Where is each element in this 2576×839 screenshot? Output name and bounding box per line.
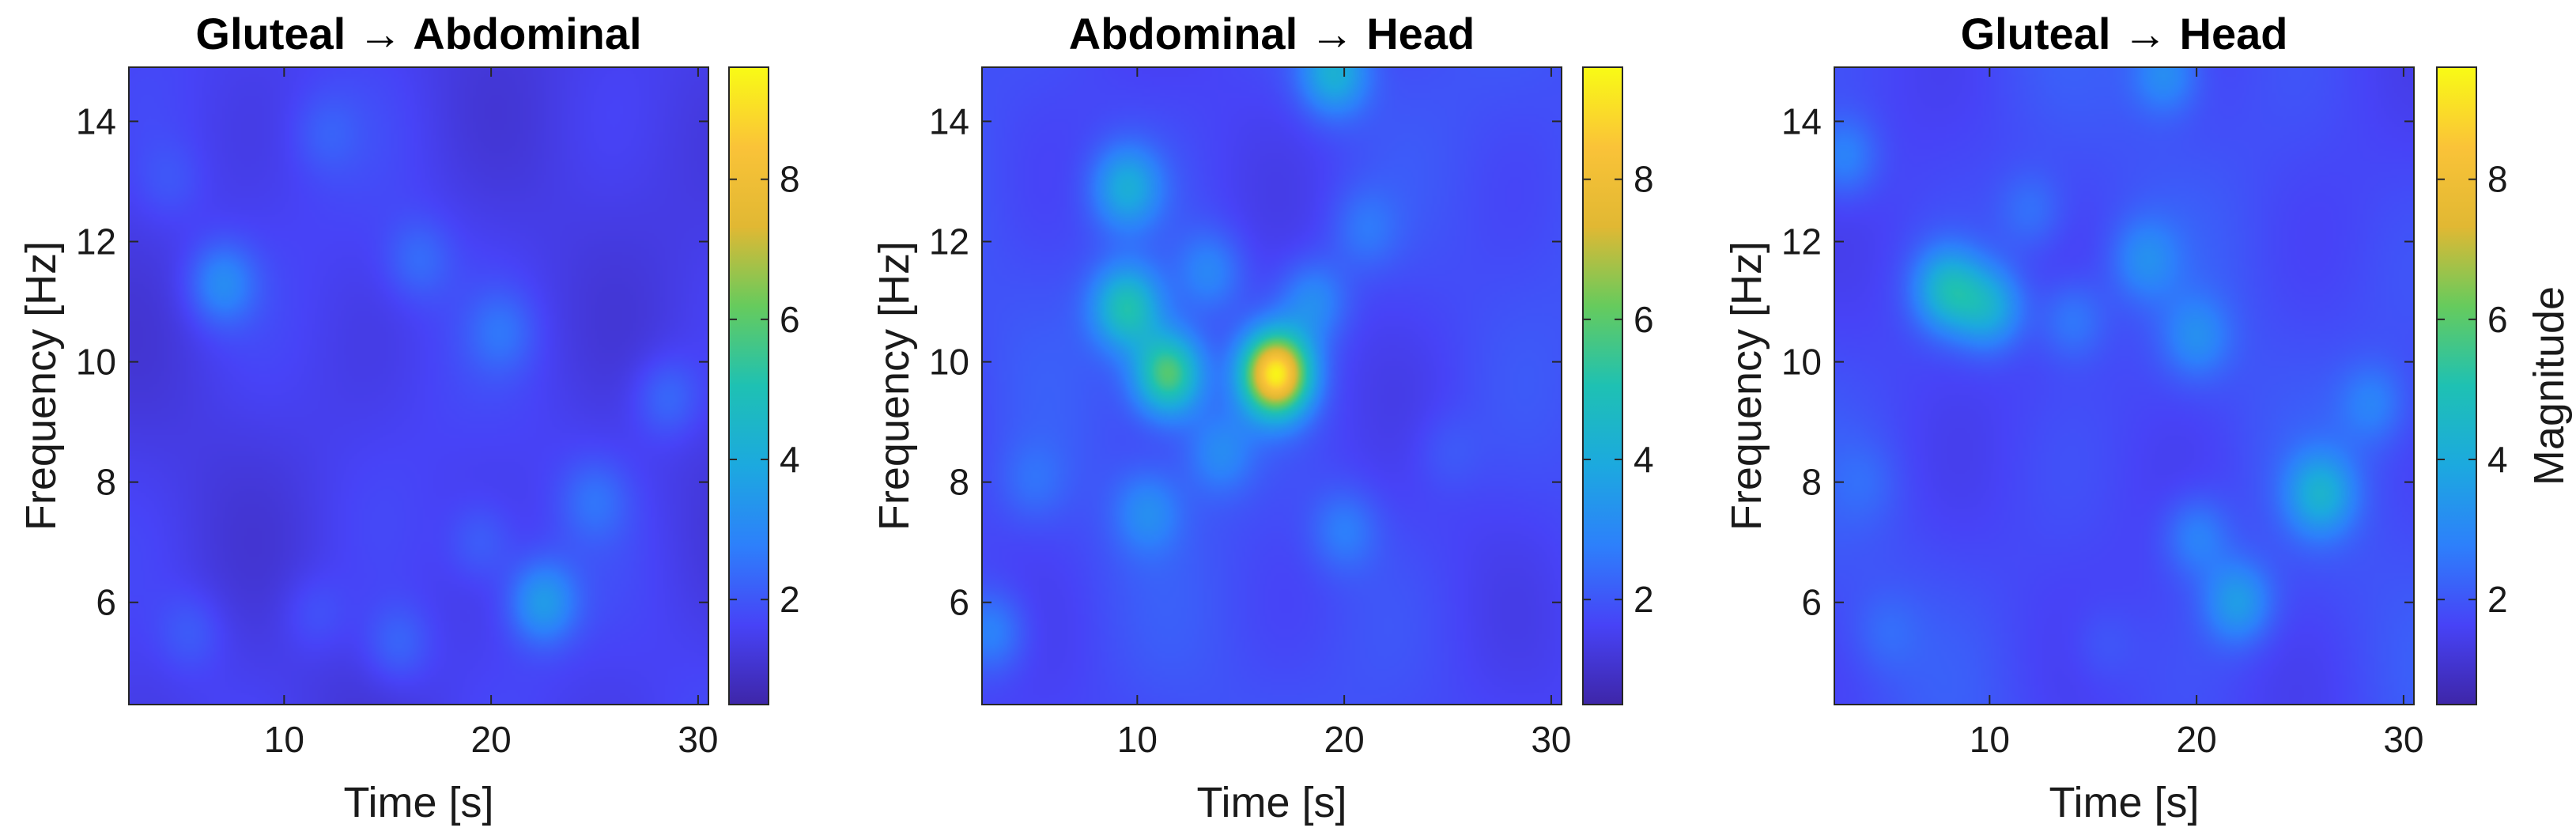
x-tick-label: 20 — [1324, 719, 1365, 760]
x-axis-label: Time [s] — [1196, 779, 1347, 826]
panel-3: 10 20 30 6 8 10 12 14 Gluteal → Head Time [s] Freq… — [1723, 9, 2573, 826]
colorbar-tick-label: 2 — [780, 579, 800, 620]
y-tick-label: 10 — [929, 342, 969, 383]
heatmap-image — [1834, 67, 2414, 705]
x-axis-label: Time [s] — [343, 779, 493, 826]
colorbar-gradient — [1582, 66, 1623, 705]
colorbar: 2 4 6 8 — [728, 66, 800, 705]
colorbar: 2 4 6 8 — [1582, 66, 1654, 705]
colorbar-tick-label: 6 — [780, 299, 800, 340]
colorbar-tick-label: 6 — [2487, 299, 2508, 340]
y-axis-label: Frequency [Hz] — [17, 241, 65, 531]
colorbar-gradient — [2436, 66, 2477, 705]
colorbar-tick-label: 4 — [780, 439, 800, 480]
x-tick-label: 20 — [2177, 719, 2217, 760]
y-tick-label: 14 — [76, 100, 116, 142]
chart-title: Gluteal → Head — [1961, 9, 2288, 59]
x-tick-label: 20 — [471, 719, 512, 760]
x-tick-label: 30 — [1531, 719, 1571, 760]
y-tick-label: 8 — [96, 462, 116, 503]
y-tick-label: 6 — [96, 582, 116, 623]
heatmap-image — [982, 67, 1562, 705]
y-axis-label: Frequency [Hz] — [1723, 241, 1770, 531]
axes-frame — [981, 66, 1562, 705]
colorbar-tick-label: 6 — [1634, 299, 1654, 340]
y-tick-label: 12 — [76, 221, 116, 263]
colorbar-tick-label: 8 — [2487, 159, 2508, 200]
colorbar-tick-label: 8 — [780, 159, 800, 200]
chart-title: Abdominal → Head — [1069, 9, 1475, 59]
x-tick-label: 30 — [678, 719, 718, 760]
colorbar-tick-label: 4 — [2487, 439, 2508, 480]
y-tick-label: 10 — [1781, 342, 1822, 383]
y-tick-label: 8 — [949, 462, 969, 503]
axes-frame — [128, 66, 709, 705]
y-axis-label: Frequency [Hz] — [871, 241, 918, 531]
axes-frame — [1834, 66, 2415, 705]
x-tick-label: 30 — [2383, 719, 2423, 760]
panel-2: 10 20 30 6 8 10 12 14 Abdominal → Head Time [s] Fr… — [871, 9, 1654, 826]
x-axis-label: Time [s] — [2049, 779, 2199, 826]
y-tick-label: 14 — [929, 100, 969, 142]
y-tick-label: 14 — [1781, 100, 1822, 142]
y-tick-label: 6 — [949, 582, 969, 623]
panel-1: 10 20 30 6 8 10 12 14 Gluteal → Abdominal Time [s… — [17, 9, 800, 826]
y-tick-label: 12 — [929, 221, 969, 263]
heatmap-image — [129, 67, 708, 705]
colorbar-tick-label: 8 — [1634, 159, 1654, 200]
colorbar: 2 4 6 8 Magnitude — [2436, 66, 2573, 705]
colorbar-tick-label: 4 — [1634, 439, 1654, 480]
colorbar-gradient — [728, 66, 769, 705]
colorbar-label: Magnitude — [2525, 286, 2573, 486]
colorbar-tick-label: 2 — [2487, 579, 2508, 620]
y-tick-label: 12 — [1781, 221, 1822, 263]
colorbar-tick-label: 2 — [1634, 579, 1654, 620]
x-tick-label: 10 — [264, 719, 304, 760]
y-tick-label: 10 — [76, 342, 116, 383]
x-tick-label: 10 — [1970, 719, 2010, 760]
chart-title: Gluteal → Abdominal — [195, 9, 641, 59]
y-tick-label: 6 — [1801, 582, 1822, 623]
x-tick-label: 10 — [1117, 719, 1158, 760]
y-tick-label: 8 — [1801, 462, 1822, 503]
